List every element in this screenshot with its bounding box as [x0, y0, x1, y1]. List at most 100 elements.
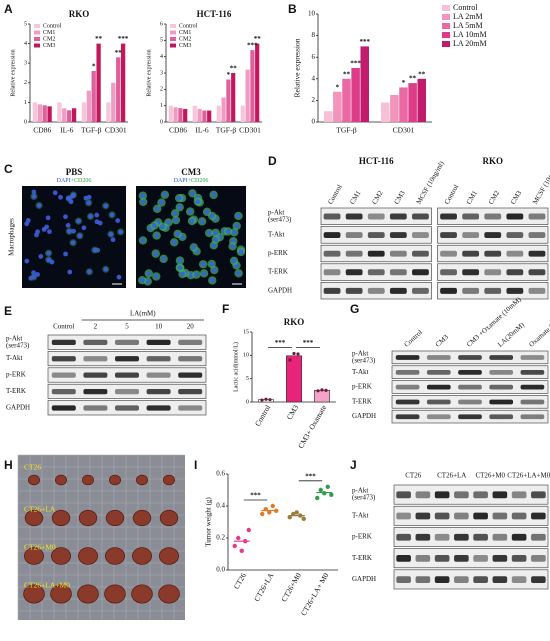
row-label: T-ERK	[6, 387, 26, 395]
band	[528, 232, 546, 239]
nucleus	[103, 203, 109, 209]
nucleus	[116, 274, 122, 280]
lane-label: CM1	[465, 189, 479, 206]
lane-label: Control	[403, 328, 424, 348]
band	[345, 250, 363, 257]
chart: 0 2 4 6 8 10 Relative expression TGF-β CD301 Cont…	[293, 3, 487, 135]
nucleus	[65, 223, 71, 228]
band	[51, 372, 76, 378]
nucleus	[86, 269, 92, 275]
data-point	[264, 397, 268, 401]
bar	[71, 108, 77, 122]
band	[473, 533, 488, 541]
nucleus	[31, 274, 37, 280]
lane-label: 20	[187, 323, 195, 331]
band	[415, 555, 431, 562]
nucleus	[154, 206, 160, 212]
nucleus	[162, 192, 168, 198]
band	[345, 269, 363, 276]
x-tick-label: TGF-β	[336, 126, 357, 135]
nucleus	[34, 232, 39, 238]
lane-label: CM2	[487, 189, 501, 206]
nucleus	[225, 229, 231, 234]
nucleus	[140, 199, 146, 205]
band	[473, 491, 488, 499]
band	[389, 213, 407, 220]
nucleus	[236, 213, 241, 219]
band	[323, 250, 341, 257]
bar	[197, 108, 202, 122]
condition-label: CM3	[181, 167, 201, 177]
data-point	[329, 492, 334, 497]
nucleus	[44, 224, 50, 230]
legend-swatch	[442, 23, 450, 29]
band	[462, 213, 480, 220]
nucleus	[45, 215, 51, 221]
band	[520, 355, 545, 360]
significance: *	[92, 63, 96, 71]
legend-swatch	[170, 37, 176, 41]
band	[434, 491, 450, 499]
nucleus	[49, 259, 55, 265]
data-point	[322, 491, 327, 496]
nucleus	[145, 279, 151, 284]
nucleus	[171, 239, 177, 245]
band	[412, 269, 429, 276]
y-tick-label: 3	[24, 61, 27, 67]
data-point	[232, 543, 237, 549]
data-point	[320, 388, 324, 392]
lane-label: CM2	[370, 189, 384, 206]
blot-strip	[393, 527, 549, 547]
significance: **	[115, 49, 123, 57]
tumor	[105, 509, 125, 527]
data-point	[315, 495, 320, 501]
y-tick-label: 10	[243, 353, 249, 359]
tumor	[55, 474, 68, 486]
tumor	[77, 584, 99, 604]
nucleus	[176, 195, 182, 201]
band	[345, 213, 363, 220]
nucleus	[38, 254, 44, 259]
legend-swatch	[34, 24, 40, 28]
row-label: p-ERK	[352, 533, 372, 541]
band	[389, 287, 407, 294]
nucleus	[47, 229, 52, 235]
tumor	[27, 474, 40, 486]
band	[83, 356, 108, 362]
y-tick-label: 4	[160, 54, 163, 60]
significance: *	[227, 71, 231, 79]
nucleus	[67, 269, 73, 275]
x-tick-label: CM3+ Oxamate	[296, 403, 328, 450]
tumor	[105, 547, 126, 565]
tumor	[78, 509, 98, 527]
band	[492, 576, 508, 584]
stain-label: DAPI+CD206	[174, 178, 209, 184]
nucleus	[86, 200, 92, 206]
blot-strip	[47, 383, 207, 399]
legend-swatch	[442, 14, 450, 20]
band	[114, 405, 140, 411]
bar	[192, 105, 197, 122]
nucleus	[213, 237, 219, 242]
band	[395, 369, 420, 375]
band	[396, 576, 411, 584]
band	[528, 269, 546, 276]
bar	[399, 87, 408, 122]
row-label: T-Akt	[352, 368, 369, 376]
band	[458, 414, 482, 420]
tumor	[135, 474, 148, 486]
band	[528, 287, 546, 294]
data-point	[316, 389, 320, 393]
data-point	[288, 358, 292, 362]
lane-label: CM3	[509, 189, 523, 206]
row-label: T-ERK	[268, 268, 288, 276]
band	[114, 372, 140, 378]
row-label: p-Akt	[6, 334, 22, 342]
nucleus	[187, 209, 193, 215]
nucleus	[68, 199, 74, 205]
western-blot: CT26 CT26+LA CT26+M0 CT26+LA+M0 p-Akt(ser473…	[352, 472, 550, 590]
y-tick-label: 8	[312, 31, 316, 39]
blot-strip	[393, 548, 549, 569]
lane-label: CT26+M0	[475, 472, 505, 480]
